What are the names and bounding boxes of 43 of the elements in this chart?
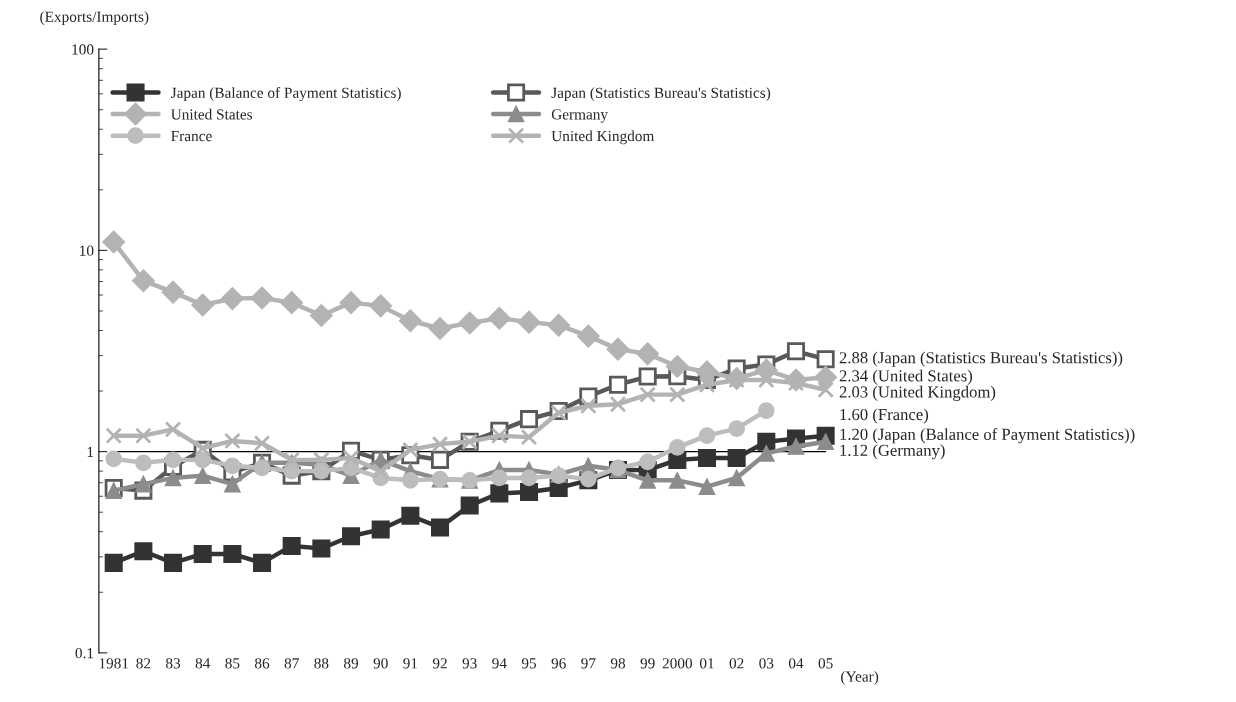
x-tick-label: 93 xyxy=(462,658,477,669)
x-tick-label: 97 xyxy=(581,658,596,669)
x-tick-label: 92 xyxy=(432,658,447,669)
x-tick-label: 05 xyxy=(818,658,833,669)
x-tick-label: 86 xyxy=(254,658,270,669)
x-tick-label: 90 xyxy=(373,658,388,669)
x-axis-title: (Year) xyxy=(841,670,879,685)
annotation: 1.12 (Germany) xyxy=(840,444,945,460)
x-tick-label: 01 xyxy=(699,658,714,669)
legend-label: Germany xyxy=(551,109,608,123)
annotation: 2.03 (United Kingdom) xyxy=(839,385,996,401)
annotation: 2.34 (United States) xyxy=(839,369,973,385)
x-tick-label: 98 xyxy=(610,658,626,669)
x-tick-label: 84 xyxy=(195,658,211,669)
x-tick-label: 94 xyxy=(492,658,507,669)
x-tick-label: 03 xyxy=(759,658,774,669)
x-tick-label: 2000 xyxy=(662,658,693,669)
x-tick-label: 02 xyxy=(729,658,744,669)
text: 1.60 (France) xyxy=(840,408,929,424)
legend-label: United States xyxy=(171,108,253,120)
legend-label: Japan (Balance of Payment Statistics) xyxy=(171,87,401,102)
y-tick-label: 1 xyxy=(87,446,94,457)
y-axis-title: (Exports/Imports) xyxy=(40,11,149,25)
annotation: 2.88 (Japan (Statistics Bureau's Statistics)) xyxy=(839,351,1123,367)
x-tick-label: 91 xyxy=(403,658,418,669)
x-tick-label: 89 xyxy=(343,658,359,669)
legend-label: Japan (Statistics Bureau's Statistics) xyxy=(551,87,771,102)
x-tick-label: 85 xyxy=(225,658,240,669)
x-tick-label: 88 xyxy=(314,658,329,669)
legend-label: United Kingdom xyxy=(551,130,655,145)
x-tick-label: 04 xyxy=(788,658,804,669)
y-tick-label: 100 xyxy=(72,44,94,55)
legend-label: France xyxy=(171,131,212,142)
x-tick-label: 95 xyxy=(521,658,537,669)
x-tick-label: 83 xyxy=(165,658,181,669)
annotation: 1.20 (Japan (Balance of Payment Statistics)) xyxy=(840,428,1135,444)
x-tick-label: 82 xyxy=(136,658,151,669)
y-tick-label: 10 xyxy=(80,245,94,256)
x-tick-label: 1981 xyxy=(99,658,129,669)
x-tick-label: 96 xyxy=(551,658,566,669)
x-tick-label: 87 xyxy=(284,658,299,669)
y-tick-label: 0.1 xyxy=(75,648,94,659)
x-tick-label: 99 xyxy=(640,658,655,669)
